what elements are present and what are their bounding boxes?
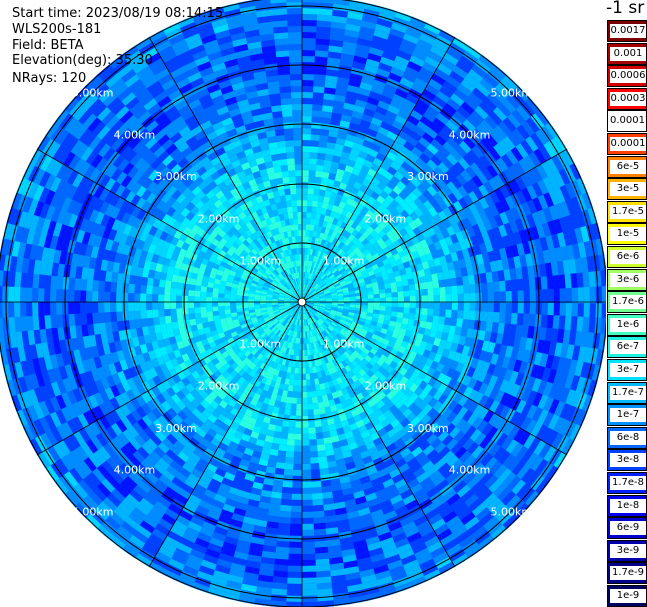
range-ring-label: 3.00km [407, 170, 449, 183]
range-ring-label: 3.00km [155, 170, 197, 183]
colorbar-level-label: 1.7e-7 [610, 386, 646, 400]
nrays-label: NRays: 120 [12, 71, 87, 86]
instrument-label: WLS200s-181 [12, 22, 102, 37]
range-ring-label: 5.00km [491, 87, 533, 100]
range-ring-label: 5.00km [72, 87, 114, 100]
colorbar-level-label: 0.0006 [610, 69, 646, 83]
colorbar-level-label: 1.7e-9 [610, 566, 646, 580]
origin-marker [297, 297, 307, 307]
colorbar-level-label: 1e-5 [610, 227, 646, 241]
start-time-label: Start time: 2023/08/19 08:14:15 [12, 6, 224, 21]
colorbar-level-label: 6e-9 [610, 521, 646, 535]
colorbar-level-label: 3e-9 [610, 544, 646, 558]
range-ring-label: 2.00km [365, 379, 407, 392]
range-ring-label: 3.00km [155, 422, 197, 435]
colorbar-level-label: 3e-5 [610, 182, 646, 196]
elevation-label: Elevation(deg): 35.30 [12, 53, 153, 68]
backscatter-field [0, 0, 606, 607]
range-rings [0, 0, 606, 607]
range-ring-label: 4.00km [114, 128, 156, 141]
range-ring-label: 4.00km [114, 464, 156, 477]
range-ring-label: 1.00km [323, 254, 365, 267]
colorbar-level-label: 1e-7 [610, 408, 646, 422]
colorbar-level-label: 3e-7 [610, 363, 646, 377]
field-label: Field: BETA [12, 38, 84, 53]
colorbar-level-label: 1.7e-8 [610, 476, 646, 490]
colorbar-level-label: 1.7e-5 [610, 205, 646, 219]
colorbar-level-label: 6e-7 [610, 340, 646, 354]
range-ring-label: 1.00km [240, 254, 282, 267]
colorbar-unit: -1 sr [606, 0, 645, 18]
colorbar-level-label: 6e-5 [610, 160, 646, 174]
range-ring-label: 3.00km [407, 422, 449, 435]
range-ring-label: 4.00km [449, 464, 491, 477]
colorbar-level-label: 1e-6 [610, 318, 646, 332]
colorbar-level-label: 0.0001 [610, 137, 646, 151]
range-ring-label: 2.00km [365, 213, 407, 226]
colorbar-level-label: 6e-6 [610, 250, 646, 264]
colorbar-level-label: 0.0017 [610, 24, 646, 38]
range-ring-label: 5.00km [491, 505, 533, 518]
colorbar-level-label: 0.001 [610, 47, 646, 61]
colorbar-level-label: 1e-8 [610, 499, 646, 513]
colorbar-level-label: 0.0003 [610, 92, 646, 106]
colorbar-level-label: 0.00017 [610, 114, 647, 128]
range-ring-label: 2.00km [198, 213, 240, 226]
colorbar-level-label: 3e-6 [610, 273, 646, 287]
colorbar-level-label: 6e-8 [610, 431, 646, 445]
range-ring-label: 5.00km [72, 505, 114, 518]
range-ring-label: 1.00km [240, 338, 282, 351]
range-ring-label: 1.00km [323, 338, 365, 351]
range-ring-label: 4.00km [449, 128, 491, 141]
colorbar-level-label: 1.7e-6 [610, 295, 646, 309]
azimuth-spokes [0, 0, 606, 607]
colorbar-level-label: 3e-8 [610, 453, 646, 467]
range-ring-label: 2.00km [198, 379, 240, 392]
ppi-scan-plot: 1.00km 1.00km 1.00km 1.00km 2.00km 2.00km 2.00… [0, 0, 606, 607]
colorbar-level-label: 1e-9 [610, 589, 646, 603]
